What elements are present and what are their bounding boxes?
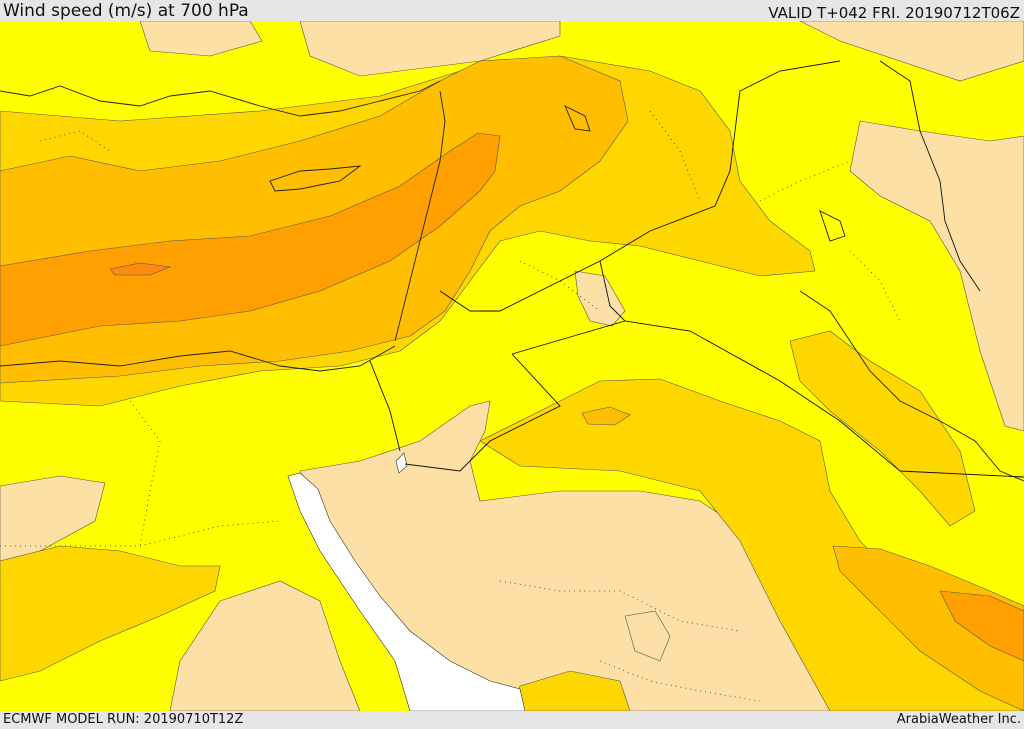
calm-zone-north <box>139 21 263 57</box>
jet-core <box>109 262 172 276</box>
admin-borders <box>0 110 901 702</box>
coastlines <box>0 80 1024 482</box>
admin-border-libya <box>0 520 281 547</box>
admin-border-greece <box>39 130 111 152</box>
calm-zone-egypt-south <box>169 580 361 711</box>
borders <box>369 60 1024 478</box>
border-jordan-iraq <box>511 320 626 355</box>
calm-zone-iran <box>849 120 1024 432</box>
admin-border-saudi-1 <box>499 580 741 632</box>
moderate-zone-gulf <box>789 330 976 527</box>
moderate-zone-libya-south <box>0 545 221 682</box>
admin-border-saudi-2 <box>599 660 761 702</box>
calm-zone-caucasus <box>799 21 1024 82</box>
footer-bar: ECMWF MODEL RUN: 20190710T12Z ArabiaWeat… <box>0 711 1024 729</box>
red-sea <box>287 472 526 711</box>
coast-egypt <box>0 345 396 372</box>
credit-label: ArabiaWeather Inc. <box>896 712 1021 727</box>
coast-caspian-inlet <box>819 210 846 242</box>
admin-border-syria <box>649 110 701 202</box>
border-sinai <box>369 360 401 452</box>
valid-time: VALID T+042 FRI. 20190712T06Z <box>768 4 1020 22</box>
fresh-zone-jordan-cell <box>581 406 631 426</box>
admin-border-egypt-west <box>129 400 161 547</box>
border-jordan-saudi <box>404 353 561 472</box>
coast-gulf <box>799 290 1024 482</box>
border-syria-iraq <box>439 60 841 312</box>
header-bar: Wind speed (m/s) at 700 hPa VALID T+042 … <box>0 0 1024 22</box>
strong-wind-zones <box>0 132 1024 662</box>
strong-zone-jet-axis <box>0 132 501 347</box>
wind-map[interactable] <box>0 21 1024 711</box>
calm-zone-libya <box>0 475 106 562</box>
map-title: Wind speed (m/s) at 700 hPa <box>3 1 249 21</box>
gulf-of-aqaba <box>395 452 408 474</box>
coast-lake <box>564 105 591 132</box>
calm-zone-nafud <box>624 610 671 662</box>
fresh-zone-arabian-sea <box>832 545 1024 711</box>
model-run-label: ECMWF MODEL RUN: 20190710T12Z <box>3 712 244 727</box>
coast-anatolia <box>0 80 441 117</box>
border-iraq-iran <box>879 60 981 292</box>
border-iraq-saudi <box>599 260 1024 478</box>
calm-zone-iraq <box>574 270 626 327</box>
admin-border-iran-1 <box>759 160 851 202</box>
calm-wind-zones <box>0 21 1024 711</box>
coast-cyprus <box>269 165 362 192</box>
coast-levant <box>394 90 446 342</box>
wind-contours <box>0 21 1024 711</box>
strong-zone-arabian-sea <box>939 590 1024 662</box>
